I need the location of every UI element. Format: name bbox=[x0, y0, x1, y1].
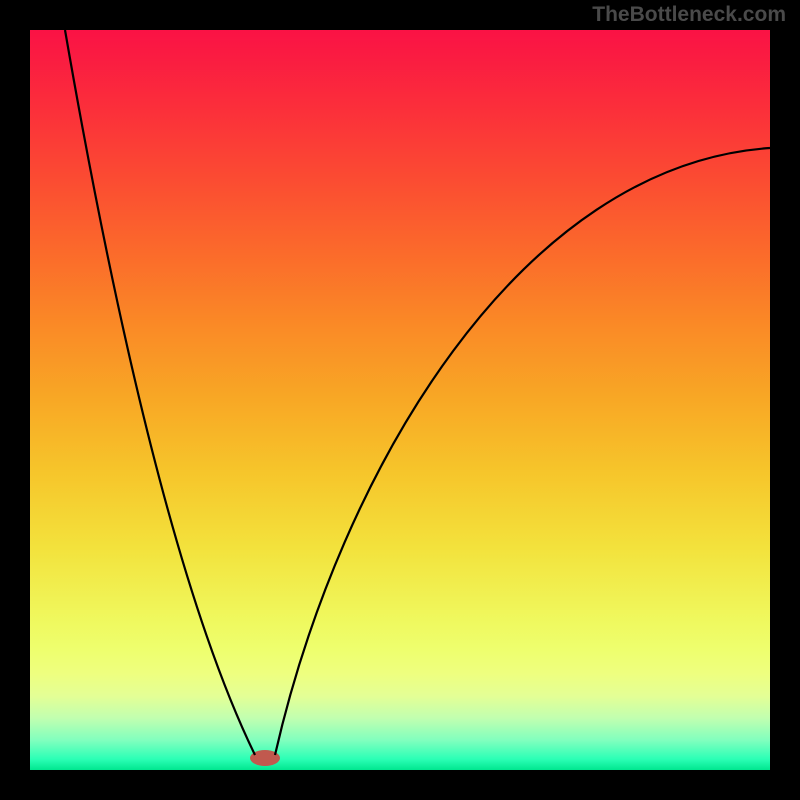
watermark-text: TheBottleneck.com bbox=[592, 3, 786, 27]
plot-background bbox=[30, 30, 770, 770]
bottleneck-chart bbox=[0, 0, 800, 800]
chart-container: { "watermark": { "text": "TheBottleneck.… bbox=[0, 0, 800, 800]
